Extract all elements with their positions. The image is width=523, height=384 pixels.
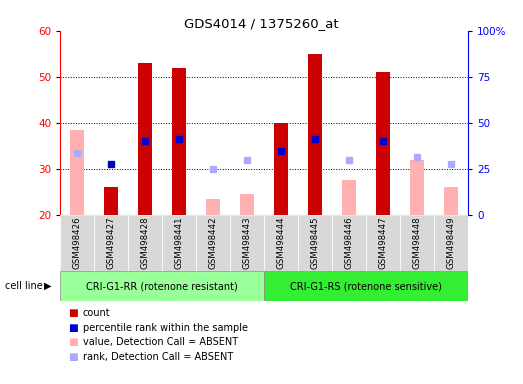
Bar	[138, 63, 152, 215]
Text: GSM498448: GSM498448	[413, 217, 422, 269]
Text: CRI-G1-RR (rotenone resistant): CRI-G1-RR (rotenone resistant)	[86, 281, 238, 291]
Bar	[264, 271, 468, 301]
Text: ■: ■	[68, 337, 78, 347]
Bar	[70, 130, 84, 215]
Bar	[105, 187, 118, 215]
Text: cell line: cell line	[5, 281, 43, 291]
Text: GSM498428: GSM498428	[141, 217, 150, 269]
Text: GSM498426: GSM498426	[73, 217, 82, 269]
Bar	[94, 215, 128, 271]
Text: ■: ■	[68, 323, 78, 333]
Text: ■: ■	[68, 308, 78, 318]
Text: GSM498447: GSM498447	[379, 217, 388, 269]
Bar	[230, 215, 264, 271]
Bar	[445, 187, 458, 215]
Bar	[60, 215, 94, 271]
Text: CRI-G1-RS (rotenone sensitive): CRI-G1-RS (rotenone sensitive)	[290, 281, 442, 291]
Text: GDS4014 / 1375260_at: GDS4014 / 1375260_at	[184, 17, 339, 30]
Bar	[275, 123, 288, 215]
Text: GSM498443: GSM498443	[243, 217, 252, 269]
Bar	[60, 271, 264, 301]
Text: GSM498449: GSM498449	[447, 217, 456, 269]
Text: ■: ■	[68, 352, 78, 362]
Bar	[332, 215, 366, 271]
Bar	[241, 194, 254, 215]
Bar	[128, 215, 162, 271]
Text: GSM498446: GSM498446	[345, 217, 354, 269]
Text: value, Detection Call = ABSENT: value, Detection Call = ABSENT	[83, 337, 238, 347]
Bar	[264, 215, 298, 271]
Bar	[206, 199, 220, 215]
Bar	[162, 215, 196, 271]
Text: percentile rank within the sample: percentile rank within the sample	[83, 323, 247, 333]
Bar	[309, 54, 322, 215]
Text: GSM498445: GSM498445	[311, 217, 320, 269]
Text: GSM498427: GSM498427	[107, 217, 116, 269]
Bar	[411, 160, 424, 215]
Bar	[173, 68, 186, 215]
Bar	[366, 215, 400, 271]
Bar	[342, 180, 356, 215]
Text: GSM498444: GSM498444	[277, 217, 286, 269]
Text: GSM498441: GSM498441	[175, 217, 184, 269]
Bar	[196, 215, 230, 271]
Text: count: count	[83, 308, 110, 318]
Text: rank, Detection Call = ABSENT: rank, Detection Call = ABSENT	[83, 352, 233, 362]
Bar	[400, 215, 434, 271]
Bar	[298, 215, 332, 271]
Text: ▶: ▶	[44, 281, 52, 291]
Bar	[377, 72, 390, 215]
Bar	[434, 215, 468, 271]
Text: GSM498442: GSM498442	[209, 217, 218, 269]
